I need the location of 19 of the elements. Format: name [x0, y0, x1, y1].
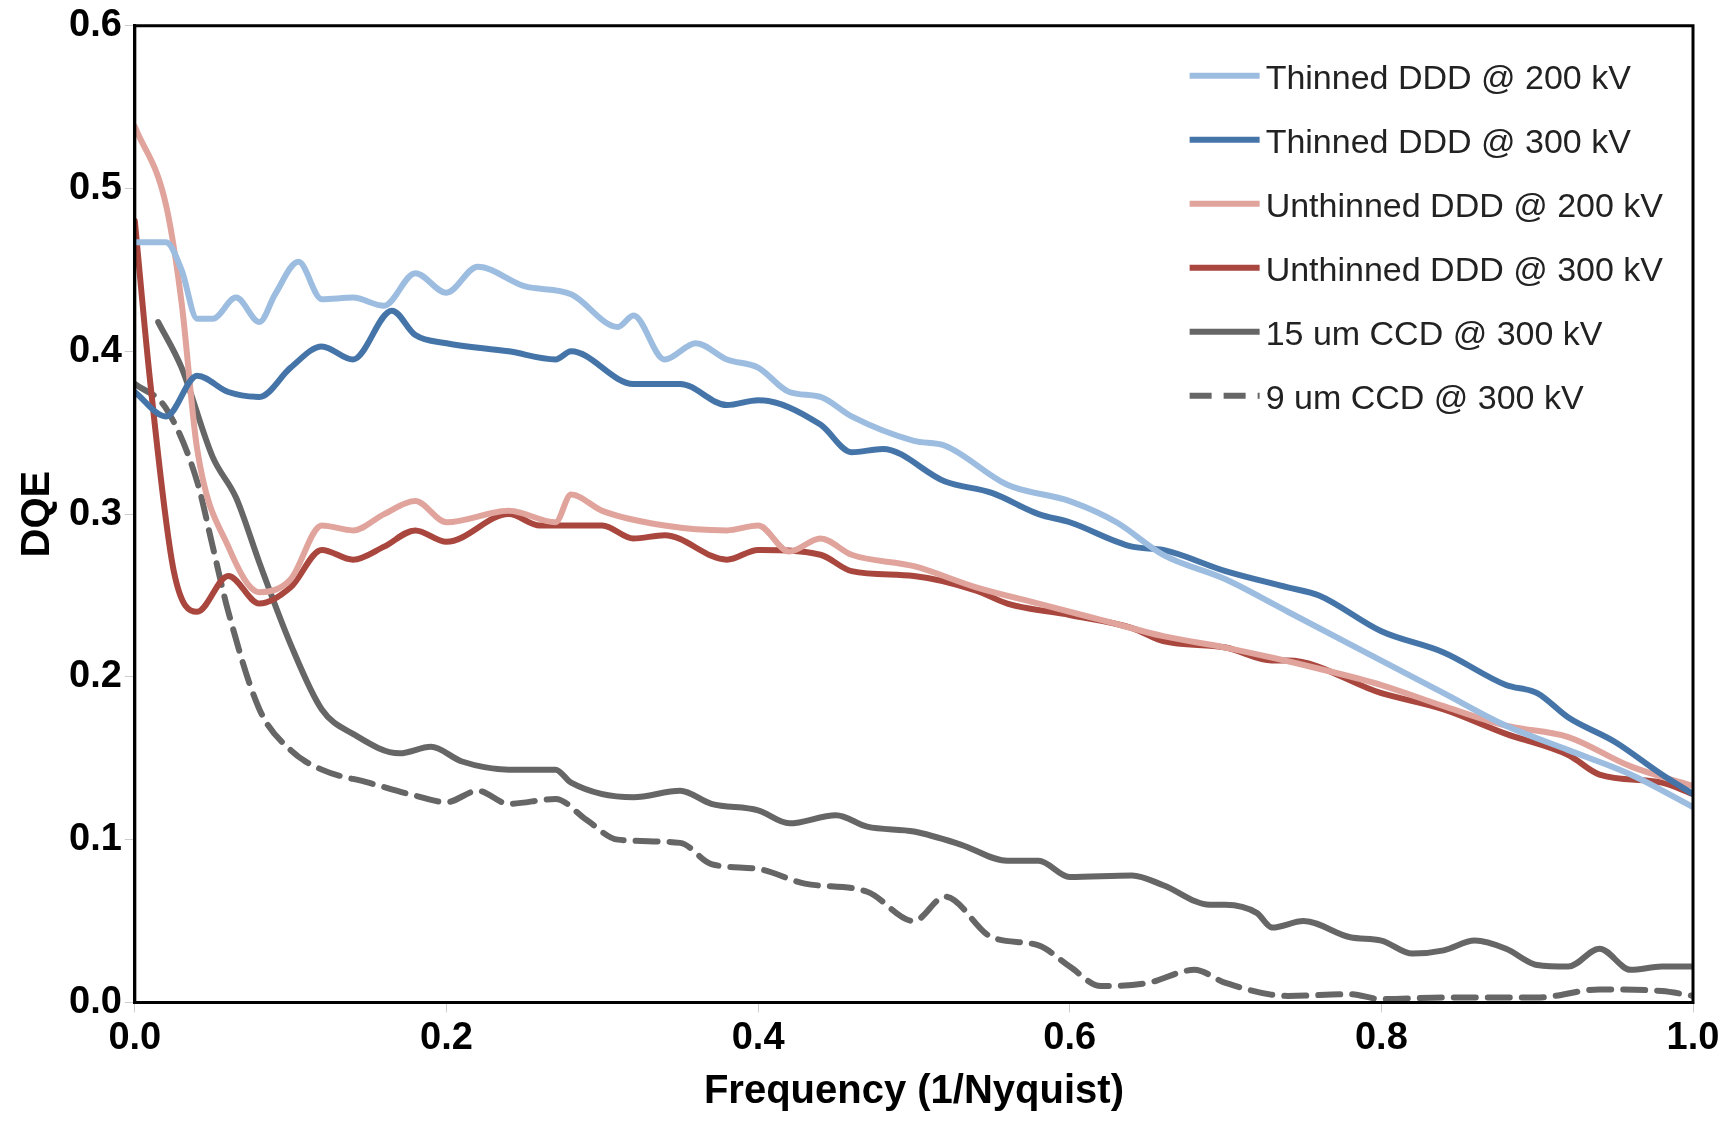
- x-tick-label: 0.4: [731, 1014, 785, 1057]
- y-tick-label: 0.2: [69, 653, 122, 696]
- legend-label: Unthinned DDD @ 300 kV: [1265, 250, 1664, 289]
- y-tick-label: 0.3: [69, 490, 122, 533]
- legend-label: Thinned DDD @ 300 kV: [1265, 122, 1632, 161]
- y-tick-label: 0.1: [69, 816, 122, 859]
- legend-label: Thinned DDD @ 200 kV: [1265, 58, 1632, 97]
- x-tick-label: 0.2: [420, 1014, 473, 1057]
- x-tick-label: 0.8: [1354, 1014, 1408, 1057]
- y-tick-label: 0.6: [69, 2, 122, 45]
- x-axis-title: Frequency (1/Nyquist): [703, 1067, 1124, 1112]
- y-tick-label: 0.5: [69, 165, 122, 208]
- legend-label: 15 um CCD @ 300 kV: [1265, 314, 1603, 353]
- x-tick-label: 1.0: [1666, 1014, 1720, 1057]
- y-axis-title: DQE: [13, 470, 58, 558]
- legend-label: Unthinned DDD @ 200 kV: [1265, 186, 1664, 225]
- legend-label: 9 um CCD @ 300 kV: [1265, 378, 1584, 417]
- y-tick-label: 0.4: [69, 327, 122, 370]
- x-tick-label: 0.6: [1043, 1014, 1097, 1057]
